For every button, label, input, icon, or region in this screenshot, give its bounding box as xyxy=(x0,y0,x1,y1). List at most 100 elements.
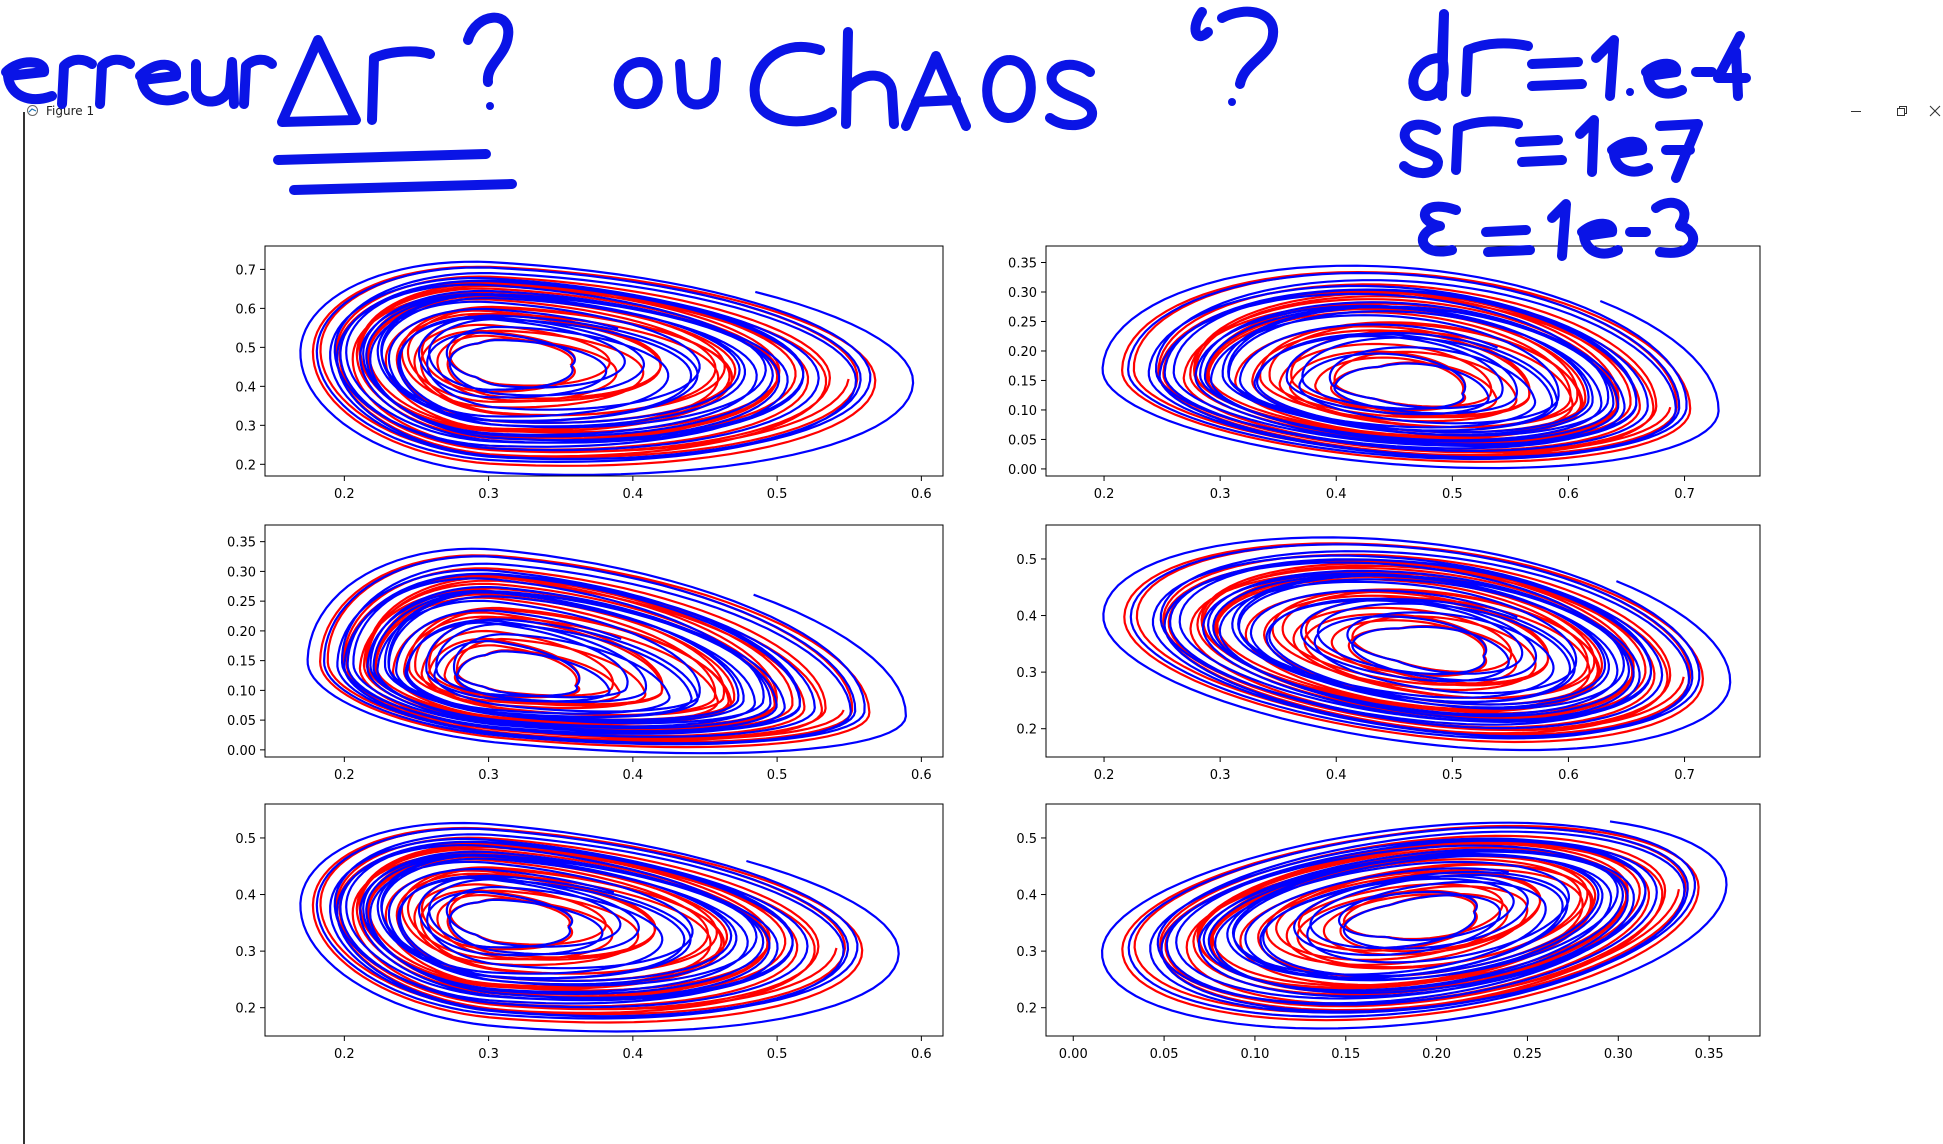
y-tick-label: 0.7 xyxy=(235,263,256,278)
y-tick-label: 0.2 xyxy=(1016,723,1037,738)
window-left-border xyxy=(23,112,25,1144)
subplot-3-traces xyxy=(306,547,908,755)
y-tick-label: 0.30 xyxy=(227,565,256,580)
subplot-1-traces xyxy=(299,260,915,476)
x-tick-label: 0.05 xyxy=(1150,1047,1179,1062)
x-tick-label: 0.5 xyxy=(767,487,788,502)
x-tick-label: 0.4 xyxy=(623,1047,644,1062)
x-tick-label: 0.6 xyxy=(911,768,932,783)
x-tick-label: 0.6 xyxy=(911,1047,932,1062)
y-tick-label: 0.20 xyxy=(1008,345,1037,360)
x-tick-label: 0.5 xyxy=(767,768,788,783)
subplot-6-trajectory-red xyxy=(1121,824,1700,1022)
x-tick-label: 0.3 xyxy=(478,768,499,783)
x-tick-label: 0.20 xyxy=(1422,1047,1451,1062)
subplot-6-frame xyxy=(1045,803,1761,1037)
close-icon xyxy=(1929,105,1941,117)
y-tick-label: 0.25 xyxy=(1008,315,1037,330)
subplot-3-trajectory-blue xyxy=(306,547,908,755)
subplot-5-trajectory-blue xyxy=(299,821,900,1033)
subplot-1-frame xyxy=(264,245,944,477)
x-tick-label: 0.00 xyxy=(1059,1047,1088,1062)
figure-app-icon xyxy=(27,105,38,116)
subplot-6-trajectory-blue xyxy=(1100,820,1728,1030)
y-tick-label: 0.3 xyxy=(1016,666,1037,681)
x-tick-label: 0.2 xyxy=(334,487,355,502)
x-tick-label: 0.10 xyxy=(1240,1047,1269,1062)
x-tick-label: 0.7 xyxy=(1674,768,1695,783)
x-tick-label: 0.5 xyxy=(1442,487,1463,502)
y-tick-label: 0.3 xyxy=(235,945,256,960)
x-tick-label: 0.25 xyxy=(1513,1047,1542,1062)
y-tick-label: 0.4 xyxy=(235,380,256,395)
y-tick-label: 0.25 xyxy=(227,595,256,610)
y-tick-label: 0.00 xyxy=(227,744,256,759)
subplot-3-frame xyxy=(264,524,944,758)
y-tick-label: 0.5 xyxy=(1016,832,1037,847)
x-tick-label: 0.3 xyxy=(1210,768,1231,783)
y-tick-label: 0.6 xyxy=(235,302,256,317)
x-tick-label: 0.6 xyxy=(1558,768,1579,783)
y-tick-label: 0.5 xyxy=(1016,553,1037,568)
x-tick-label: 0.2 xyxy=(334,1047,355,1062)
subplot-2: 0.2 0.3 0.4 0.5 0.6 0.7 0.00 0.05 0.10 0.15 0.20 0.… xyxy=(1008,245,1761,502)
y-tick-label: 0.4 xyxy=(1016,610,1037,625)
y-tick-label: 0.4 xyxy=(235,889,256,904)
y-tick-label: 0.10 xyxy=(227,684,256,699)
restore-icon xyxy=(1897,106,1907,116)
x-tick-label: 0.15 xyxy=(1331,1047,1360,1062)
subplot-2-frame xyxy=(1045,245,1761,477)
y-tick-label: 0.05 xyxy=(1008,433,1037,448)
y-tick-label: 0.15 xyxy=(227,655,256,670)
minimize-button[interactable] xyxy=(1836,100,1876,122)
y-tick-label: 0.30 xyxy=(1008,286,1037,301)
x-tick-label: 0.2 xyxy=(1094,768,1115,783)
y-tick-label: 0.3 xyxy=(1016,945,1037,960)
minimize-icon xyxy=(1851,111,1861,112)
subplot-4-frame xyxy=(1045,524,1761,758)
subplot-4-trajectory-blue xyxy=(1102,536,1732,752)
subplot-5-traces xyxy=(299,821,900,1033)
y-tick-label: 0.5 xyxy=(235,341,256,356)
subplot-3: 0.2 0.3 0.4 0.5 0.6 0.00 0.05 0.10 0.15 0.20 0.25 0… xyxy=(227,524,944,783)
y-tick-label: 0.3 xyxy=(235,419,256,434)
y-tick-label: 0.2 xyxy=(1016,1002,1037,1017)
x-tick-label: 0.5 xyxy=(1442,768,1463,783)
x-tick-label: 0.2 xyxy=(1094,487,1115,502)
subplot-4-traces xyxy=(1102,536,1732,752)
subplot-6: 0.00 0.05 0.10 0.15 0.20 0.25 0.30 0.35 0.2 0.3 0.… xyxy=(1016,803,1761,1062)
y-tick-label: 0.2 xyxy=(235,1002,256,1017)
subplot-5: 0.2 0.3 0.4 0.5 0.6 0.2 0.3 0.4 0.5 xyxy=(235,803,944,1062)
y-tick-label: 0.20 xyxy=(227,625,256,640)
x-tick-label: 0.4 xyxy=(623,768,644,783)
close-button[interactable] xyxy=(1927,100,1943,122)
subplot-1-trajectory-blue xyxy=(299,260,915,476)
x-tick-label: 0.35 xyxy=(1695,1047,1724,1062)
x-tick-label: 0.6 xyxy=(1558,487,1579,502)
x-tick-label: 0.4 xyxy=(1326,487,1347,502)
subplot-5-frame xyxy=(264,803,944,1037)
restore-button[interactable] xyxy=(1882,100,1922,122)
y-tick-label: 0.4 xyxy=(1016,889,1037,904)
subplot-6-traces xyxy=(1100,820,1728,1030)
y-tick-label: 0.35 xyxy=(227,536,256,551)
y-tick-label: 0.10 xyxy=(1008,404,1037,419)
y-tick-label: 0.05 xyxy=(227,714,256,729)
y-tick-label: 0.35 xyxy=(1008,257,1037,272)
y-tick-label: 0.15 xyxy=(1008,374,1037,389)
x-tick-label: 0.2 xyxy=(334,768,355,783)
x-tick-label: 0.3 xyxy=(1210,487,1231,502)
subplot-2-traces xyxy=(1101,264,1720,470)
x-tick-label: 0.6 xyxy=(911,487,932,502)
y-tick-label: 0.5 xyxy=(235,832,256,847)
x-tick-label: 0.3 xyxy=(478,487,499,502)
y-tick-label: 0.00 xyxy=(1008,463,1037,478)
subplot-2-trajectory-blue xyxy=(1101,264,1720,470)
y-tick-label: 0.2 xyxy=(235,458,256,473)
x-tick-label: 0.30 xyxy=(1604,1047,1633,1062)
subplot-4: 0.2 0.3 0.4 0.5 0.6 0.7 0.2 0.3 0.4 0.5 xyxy=(1016,524,1761,783)
x-tick-label: 0.4 xyxy=(1326,768,1347,783)
x-tick-label: 0.3 xyxy=(478,1047,499,1062)
x-tick-label: 0.7 xyxy=(1674,487,1695,502)
